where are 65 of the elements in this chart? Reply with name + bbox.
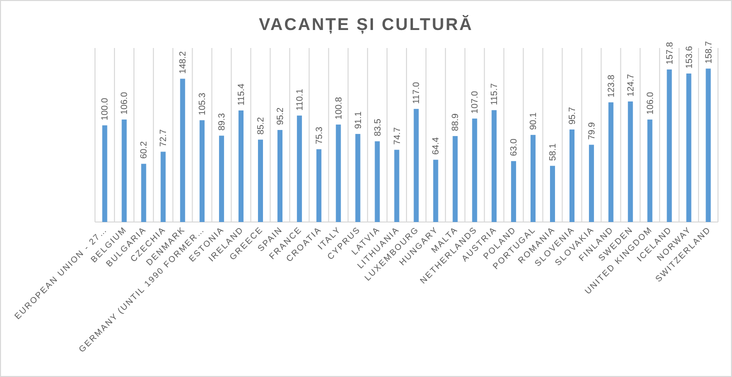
bar	[608, 102, 614, 222]
bar	[160, 152, 166, 222]
chart-title: VACANȚE ȘI CULTURĂ	[258, 14, 474, 34]
bar	[141, 164, 146, 222]
data-label: 153.6	[684, 46, 694, 69]
bar	[200, 120, 205, 222]
data-label: 115.7	[489, 83, 500, 106]
data-label: 91.1	[352, 111, 363, 129]
bar	[180, 78, 186, 222]
bar	[296, 116, 302, 222]
data-label: 95.2	[274, 107, 285, 125]
bar	[492, 110, 497, 222]
data-label: 83.5	[372, 118, 382, 136]
bar	[511, 161, 516, 222]
data-label: 95.7	[566, 106, 577, 124]
data-label: 79.9	[586, 122, 596, 140]
data-label: 110.1	[294, 88, 304, 111]
data-label: 74.7	[392, 127, 402, 145]
bar	[472, 118, 478, 222]
data-label: 85.2	[255, 117, 266, 135]
data-label: 100.8	[333, 97, 344, 120]
bar	[219, 136, 224, 222]
bar	[647, 120, 652, 222]
data-label: 89.3	[216, 113, 227, 131]
data-label: 58.1	[548, 143, 558, 161]
bar	[706, 68, 711, 222]
data-label: 107.0	[470, 91, 480, 114]
data-label: 158.7	[703, 41, 714, 64]
bar	[550, 166, 556, 222]
bar	[666, 69, 672, 222]
bar	[258, 140, 263, 222]
data-label: 72.7	[158, 129, 168, 147]
data-label: 157.8	[664, 42, 674, 64]
data-label: 60.2	[138, 141, 149, 159]
bar	[122, 120, 127, 222]
data-label: 115.4	[236, 84, 246, 106]
bar	[414, 108, 419, 222]
data-label: 106.0	[119, 92, 130, 115]
bar	[530, 134, 536, 222]
bar	[569, 129, 574, 222]
data-label: 117.0	[411, 82, 422, 104]
data-label: 148.2	[178, 51, 188, 74]
bar	[686, 74, 692, 222]
data-label: 64.4	[430, 137, 441, 155]
bar	[336, 124, 341, 222]
bar	[355, 134, 360, 222]
data-label: 90.1	[528, 112, 538, 130]
bar	[374, 141, 380, 222]
bar	[628, 101, 633, 222]
data-label: 100.0	[100, 98, 110, 120]
bar	[452, 136, 458, 222]
data-label: 124.7	[625, 74, 636, 96]
data-label: 88.9	[450, 114, 460, 132]
bar	[588, 144, 594, 222]
bar	[433, 160, 438, 222]
bar	[102, 125, 108, 222]
data-label: 75.3	[314, 126, 324, 144]
bar	[277, 130, 282, 222]
bar	[316, 149, 322, 222]
data-label: 106.0	[644, 92, 655, 115]
data-label: 123.8	[606, 74, 616, 98]
data-label: 105.3	[197, 92, 208, 116]
bar	[238, 110, 244, 222]
bar	[394, 150, 400, 222]
data-label: 63.0	[508, 138, 519, 156]
